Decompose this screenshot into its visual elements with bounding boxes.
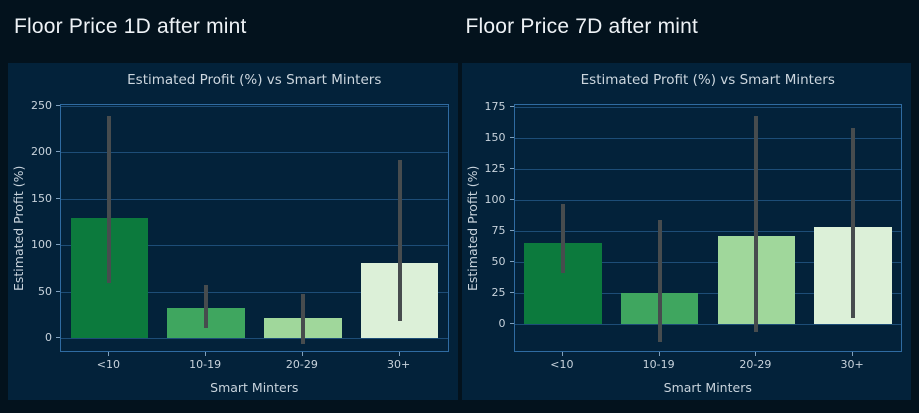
y-tick-mark xyxy=(56,290,60,292)
y-tick-label: 250 xyxy=(31,98,52,112)
gridline xyxy=(514,261,901,263)
y-tick-mark xyxy=(56,151,60,153)
y-tick-mark xyxy=(509,229,514,231)
gridline xyxy=(61,105,448,107)
header-cell-7d: Floor Price 7D after mint xyxy=(460,0,912,63)
x-tick-label: 10-19 xyxy=(642,358,675,371)
y-tick-mark xyxy=(56,337,60,339)
error-bar xyxy=(851,127,856,318)
plot-area xyxy=(513,104,902,352)
y-tick-label: 0 xyxy=(45,331,52,345)
y-tick-mark xyxy=(509,105,514,107)
x-axis-label: Smart Minters xyxy=(663,380,752,395)
y-tick-label: 0 xyxy=(498,316,506,330)
y-tick-label: 75 xyxy=(491,223,506,237)
nft-mint-dashboard: Floor Price 1D after mint Floor Price 7D… xyxy=(8,0,911,400)
x-tick-mark xyxy=(205,352,207,356)
y-tick-label: 100 xyxy=(31,238,52,252)
y-tick-mark xyxy=(509,136,514,138)
y-tick-mark xyxy=(509,198,514,200)
x-tick-mark xyxy=(852,352,854,356)
y-tick-label: 100 xyxy=(484,192,506,206)
y-tick-label: 50 xyxy=(38,284,52,298)
x-tick-mark xyxy=(658,352,660,356)
x-tick-mark xyxy=(398,352,400,356)
error-bar xyxy=(754,115,759,333)
x-tick-mark xyxy=(108,352,110,356)
y-tick-label: 150 xyxy=(484,130,506,144)
chart-floor-price-1d: Estimated Profit (%) vs Smart Minters Es… xyxy=(8,63,458,400)
x-tick-label: 20-29 xyxy=(285,358,318,371)
gridline xyxy=(514,323,901,325)
y-axis-label: Estimated Profit (%) xyxy=(11,165,26,291)
error-bar xyxy=(107,116,112,283)
x-tick-label: 30+ xyxy=(840,358,864,371)
section-title-floor-price-1d: Floor Price 1D after mint xyxy=(14,15,247,38)
chart-floor-price-7d: Estimated Profit (%) vs Smart Minters Es… xyxy=(461,63,911,400)
x-tick-label: <10 xyxy=(550,358,574,371)
x-axis-label: Smart Minters xyxy=(210,380,299,395)
y-tick-mark xyxy=(509,260,514,262)
gridline xyxy=(514,168,901,170)
y-tick-label: 150 xyxy=(31,191,52,205)
error-bar xyxy=(397,159,402,321)
gridline xyxy=(514,137,901,139)
gridline xyxy=(514,292,901,294)
y-tick-label: 50 xyxy=(491,254,506,268)
x-tick-label: 10-19 xyxy=(189,358,222,371)
error-bar xyxy=(657,219,662,343)
gridline xyxy=(61,338,448,340)
chart-title: Estimated Profit (%) vs Smart Minters xyxy=(127,72,382,88)
gridline xyxy=(61,245,448,247)
gridline xyxy=(514,106,901,108)
header-cell-1d: Floor Price 1D after mint xyxy=(8,0,460,63)
y-tick-mark xyxy=(56,197,60,199)
section-title-floor-price-7d: Floor Price 7D after mint xyxy=(465,15,699,38)
chart-title: Estimated Profit (%) vs Smart Minters xyxy=(580,72,835,88)
y-tick-mark xyxy=(509,322,514,324)
x-tick-mark xyxy=(561,352,563,356)
x-tick-mark xyxy=(301,352,303,356)
y-tick-mark xyxy=(56,104,60,106)
y-tick-mark xyxy=(509,291,514,293)
plot-area xyxy=(60,104,449,352)
x-tick-mark xyxy=(755,352,757,356)
error-bar xyxy=(560,203,565,273)
y-tick-label: 175 xyxy=(484,99,506,113)
x-tick-label: <10 xyxy=(96,358,120,371)
charts-row: Estimated Profit (%) vs Smart Minters Es… xyxy=(8,63,911,400)
error-bar xyxy=(300,293,305,345)
x-tick-label: 30+ xyxy=(387,358,411,371)
y-tick-label: 200 xyxy=(31,145,52,159)
y-tick-label: 25 xyxy=(491,285,506,299)
gridline xyxy=(61,152,448,154)
gridline xyxy=(514,199,901,201)
y-tick-mark xyxy=(509,167,514,169)
y-tick-label: 125 xyxy=(484,161,506,175)
headers-row: Floor Price 1D after mint Floor Price 7D… xyxy=(8,0,911,63)
gridline xyxy=(61,198,448,200)
gridline xyxy=(514,230,901,232)
y-tick-mark xyxy=(56,244,60,246)
error-bar xyxy=(204,285,209,329)
gridline xyxy=(61,291,448,293)
x-tick-label: 20-29 xyxy=(739,358,772,371)
